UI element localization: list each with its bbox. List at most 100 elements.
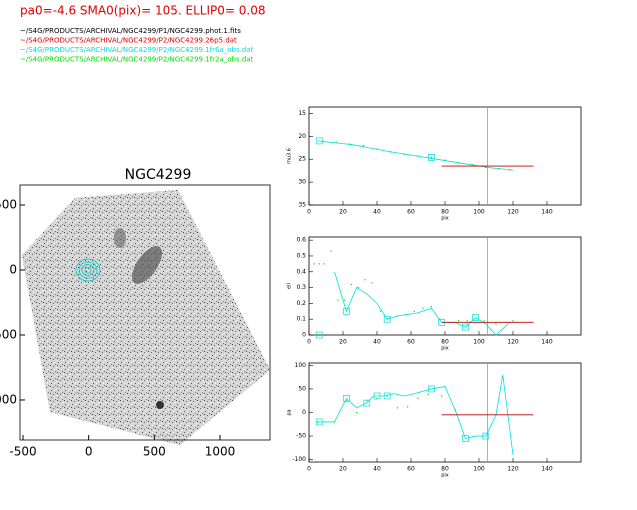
x-tick-label: 80 bbox=[441, 209, 449, 216]
x-tick-label: 80 bbox=[441, 339, 449, 346]
point bbox=[318, 263, 320, 265]
x-tick-label: 20 bbox=[339, 209, 347, 216]
y-tick-label: -1000 bbox=[0, 392, 17, 406]
point bbox=[498, 168, 500, 170]
x-tick-label: 100 bbox=[473, 209, 485, 216]
point bbox=[313, 263, 315, 265]
point bbox=[386, 318, 388, 320]
y-tick-label: 0.5 bbox=[296, 252, 306, 259]
y-axis-label: pa bbox=[287, 409, 293, 415]
y-axis-label: mu3.6 bbox=[287, 148, 293, 164]
x-axis-label: pix bbox=[441, 216, 449, 222]
point bbox=[405, 313, 407, 316]
frame bbox=[308, 106, 582, 206]
point bbox=[371, 282, 373, 284]
point bbox=[458, 320, 460, 322]
x-tick-label: 0 bbox=[307, 466, 311, 473]
point bbox=[337, 299, 339, 301]
file-path: ~/S4G/PRODUCTS/ARCHIVAL/NGC4299/P2/NGC42… bbox=[20, 37, 237, 45]
point bbox=[441, 395, 443, 397]
square-marker bbox=[482, 432, 490, 440]
point bbox=[345, 400, 347, 402]
file-path: ~/S4G/PRODUCTS/ARCHIVAL/NGC4299/P2/NGC42… bbox=[20, 46, 254, 54]
point bbox=[323, 263, 325, 265]
point bbox=[422, 307, 424, 309]
x-tick-label: 140 bbox=[541, 209, 553, 216]
point bbox=[407, 406, 409, 408]
point bbox=[316, 421, 319, 423]
x-tick-label: 140 bbox=[541, 466, 553, 473]
point bbox=[413, 310, 415, 312]
x-tick-label: 0 bbox=[85, 445, 93, 459]
frame bbox=[308, 236, 582, 336]
square-marker bbox=[462, 435, 469, 442]
y-tick-label: 35 bbox=[298, 202, 306, 209]
isophotes bbox=[75, 258, 101, 282]
y-tick-label: 0 bbox=[302, 409, 306, 416]
y-tick-label: 0.6 bbox=[296, 237, 306, 244]
x-axis-label: pix bbox=[441, 473, 449, 479]
x-tick-label: 100 bbox=[473, 466, 485, 473]
point bbox=[427, 393, 429, 396]
point bbox=[403, 153, 405, 155]
point bbox=[454, 409, 456, 411]
x-tick-label: 120 bbox=[507, 339, 519, 346]
x-tick-label: 20 bbox=[339, 339, 347, 346]
x-tick-label: 60 bbox=[407, 339, 415, 346]
frame bbox=[308, 362, 582, 463]
point bbox=[417, 397, 419, 399]
x-tick-label: 40 bbox=[373, 339, 381, 346]
y-tick-label: -100 bbox=[292, 456, 306, 463]
point bbox=[362, 144, 364, 147]
point bbox=[349, 143, 351, 145]
point bbox=[390, 151, 392, 153]
x-tick-label: 20 bbox=[339, 466, 347, 473]
point bbox=[322, 140, 324, 142]
point bbox=[376, 148, 378, 150]
y-tick-label: 30 bbox=[298, 179, 306, 186]
point bbox=[466, 320, 468, 322]
y-tick-label: 0.1 bbox=[296, 316, 306, 323]
x-axis-label: pix bbox=[441, 346, 449, 352]
point bbox=[483, 320, 485, 322]
square-marker bbox=[343, 395, 350, 402]
y-tick-label: 25 bbox=[298, 156, 306, 163]
square-marker bbox=[315, 137, 323, 145]
point bbox=[333, 421, 336, 423]
x-tick-label: 80 bbox=[441, 466, 449, 473]
x-tick-label: 40 bbox=[373, 209, 381, 216]
point bbox=[495, 323, 497, 325]
point bbox=[396, 407, 398, 409]
x-tick-label: 500 bbox=[143, 445, 166, 459]
y-tick-label: -50 bbox=[296, 433, 306, 440]
point bbox=[330, 250, 332, 252]
square-marker bbox=[343, 307, 350, 315]
y-tick-label: 0.2 bbox=[296, 300, 306, 307]
square-marker bbox=[363, 399, 371, 407]
point bbox=[430, 305, 432, 308]
point bbox=[356, 411, 358, 414]
x-tick-label: 60 bbox=[407, 466, 415, 473]
point bbox=[458, 162, 460, 164]
x-tick-label: 120 bbox=[507, 209, 519, 216]
y-tick-label: 500 bbox=[0, 198, 17, 212]
point bbox=[485, 166, 487, 169]
point bbox=[430, 156, 432, 158]
square-marker bbox=[383, 392, 391, 400]
x-tick-label: 0 bbox=[307, 209, 311, 216]
square-marker bbox=[373, 392, 381, 400]
file-path: ~/S4G/PRODUCTS/ARCHIVAL/NGC4299/P1/NGC42… bbox=[20, 27, 241, 35]
point bbox=[386, 395, 388, 397]
y-tick-label: 0 bbox=[302, 332, 306, 339]
y-axis-label: ell bbox=[287, 283, 293, 289]
galaxy-image bbox=[22, 190, 270, 445]
point bbox=[471, 164, 473, 166]
point bbox=[364, 279, 366, 281]
point bbox=[444, 159, 446, 161]
x-tick-label: 0 bbox=[307, 339, 311, 346]
point bbox=[512, 320, 514, 322]
profile-line bbox=[334, 271, 510, 336]
galaxy-blob bbox=[131, 246, 163, 284]
y-tick-label: 100 bbox=[295, 362, 307, 369]
